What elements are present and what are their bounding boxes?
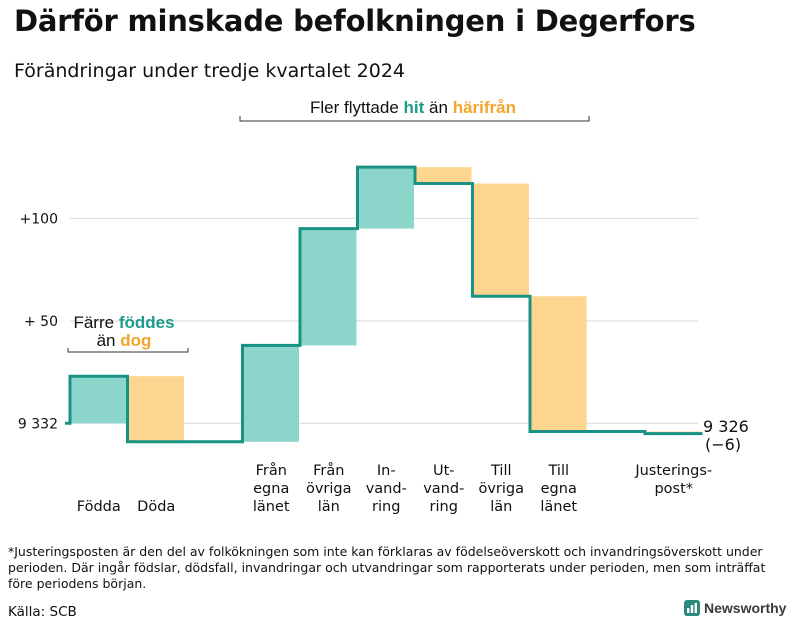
y-tick-label-0: 9 332 xyxy=(18,416,58,432)
category-label-3: Från egna länet xyxy=(253,462,290,515)
birth-annotation-bracket xyxy=(67,348,189,353)
bar-7 xyxy=(472,183,529,297)
bar-4 xyxy=(300,228,357,346)
category-label-10: Justerings-post* xyxy=(634,463,712,497)
category-label-6: Ut-vand-ring xyxy=(423,463,464,515)
y-tick-label-2: +100 xyxy=(20,211,58,227)
category-label-5: In-vand-ring xyxy=(366,463,407,515)
birth-annotation-line2: än dog xyxy=(97,331,152,350)
migration-annotation: Fler flyttade hit än härifrån xyxy=(310,98,516,117)
category-label-1: Döda xyxy=(137,499,175,515)
y-axis-labels: 9 332 + 50 +100 xyxy=(18,211,58,432)
end-change-label: (−6) xyxy=(705,435,741,454)
y-tick-label-1: + 50 xyxy=(24,314,58,330)
birth-annotation-line1: Färre föddes xyxy=(73,313,174,332)
bar-1 xyxy=(127,376,184,442)
bar-chart-icon xyxy=(684,600,700,616)
migration-annotation-bracket xyxy=(239,116,590,122)
footnote: *Justeringsposten är den del av folkökni… xyxy=(8,544,766,591)
bars xyxy=(70,167,702,442)
bar-5 xyxy=(357,167,414,229)
bar-6 xyxy=(415,167,472,184)
chart-subtitle: Förändringar under tredje kvartalet 2024 xyxy=(14,60,406,82)
chart-title: Därför minskade befolkningen i Degerfors xyxy=(14,4,696,38)
category-label-8: Till egna länet xyxy=(540,463,577,515)
bar-8 xyxy=(530,296,587,432)
category-label-7: Till övriga län xyxy=(478,463,524,515)
step-line xyxy=(65,165,703,444)
end-value: 9 326 (−6) xyxy=(703,417,749,454)
category-label-4: Från övriga län xyxy=(306,462,352,515)
category-label-0: Födda xyxy=(77,499,121,515)
waterfall-chart: 9 332 + 50 +100 Födda Döda Från egna länet Från… xyxy=(18,98,749,515)
cumulative-step-line xyxy=(65,165,703,444)
annotations: Färre föddes än dog Fler flyttade hit än… xyxy=(67,98,590,353)
end-value-label: 9 326 xyxy=(703,417,749,436)
newsworthy-logo: Newsworthy xyxy=(684,600,786,616)
logo-text: Newsworthy xyxy=(704,600,787,616)
category-labels: Födda Döda Från egna länet Från övriga län In-va… xyxy=(77,462,712,515)
bar-0 xyxy=(70,376,127,424)
source-label: Källa: SCB xyxy=(8,604,77,620)
bar-3 xyxy=(242,345,299,442)
